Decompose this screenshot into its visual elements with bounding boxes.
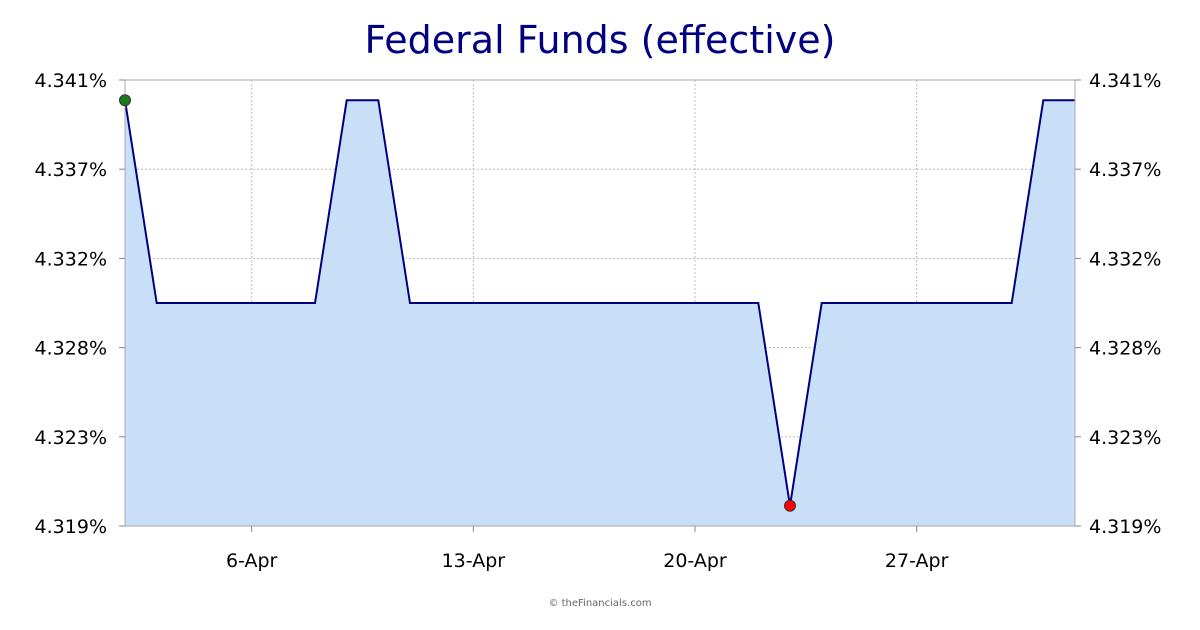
ticks-layer: 4.341% 4.341% 4.337% 4.337% 4.332% 4.332% 4.32… <box>35 70 1162 572</box>
low-marker <box>784 499 796 512</box>
series-area-fill <box>125 100 1075 527</box>
x-tick-label: 27-Apr <box>885 550 949 572</box>
marker-layer <box>119 94 796 512</box>
y-tick-label-right: 4.337% <box>1089 159 1161 181</box>
y-tick-label-left: 4.323% <box>35 427 107 449</box>
y-tick-label-left: 4.328% <box>35 338 107 360</box>
y-tick-label-left: 4.337% <box>35 159 107 181</box>
x-tick-label: 13-Apr <box>442 550 506 572</box>
series-line <box>124 99 1075 506</box>
y-tick-label-right: 4.328% <box>1089 338 1161 360</box>
y-tick-label-right: 4.323% <box>1089 427 1161 449</box>
y-tick-label-right: 4.341% <box>1089 70 1161 92</box>
y-tick-label-left: 4.332% <box>35 248 107 270</box>
plot-border <box>124 79 1076 527</box>
x-tick-label: 20-Apr <box>663 550 727 572</box>
credit-text: © theFinancials.com <box>548 598 652 609</box>
y-tick-label-left: 4.319% <box>35 516 107 538</box>
chart-title: Federal Funds (effective) <box>364 18 836 62</box>
y-tick-label-right: 4.332% <box>1089 248 1161 270</box>
y-tick-label-right: 4.319% <box>1089 516 1161 538</box>
high-marker <box>119 94 131 107</box>
y-tick-label-left: 4.341% <box>35 70 107 92</box>
x-tick-label: 6-Apr <box>226 550 278 572</box>
